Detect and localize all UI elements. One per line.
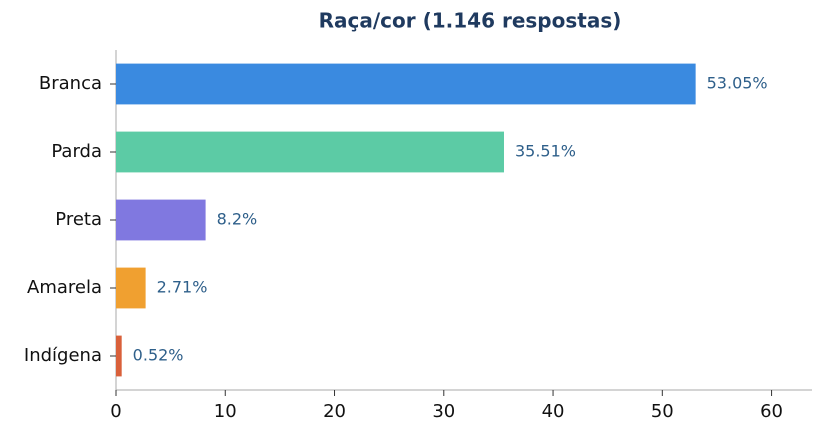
value-label: 35.51%	[515, 142, 576, 161]
bar	[116, 63, 696, 105]
value-label: 0.52%	[133, 346, 184, 365]
bar	[116, 199, 206, 241]
y-tick-label: Amarela	[27, 277, 102, 298]
y-tick-label: Parda	[51, 141, 102, 162]
bar	[116, 335, 122, 377]
x-tick-label: 60	[760, 401, 783, 422]
value-label: 53.05%	[707, 74, 768, 93]
x-tick-label: 40	[542, 401, 565, 422]
x-tick-label: 30	[432, 401, 455, 422]
bar	[116, 131, 504, 173]
y-tick-label: Branca	[39, 73, 102, 94]
x-tick-label: 50	[651, 401, 674, 422]
x-tick-label: 0	[110, 401, 121, 422]
bar	[116, 267, 146, 309]
x-tick-label: 10	[214, 401, 237, 422]
value-label: 8.2%	[217, 210, 258, 229]
y-tick-label: Indígena	[24, 345, 102, 366]
chart-title: Raça/cor (1.146 respostas)	[319, 9, 622, 33]
y-tick-label: Preta	[55, 209, 102, 230]
x-tick-label: 20	[323, 401, 346, 422]
value-label: 2.71%	[157, 278, 208, 297]
